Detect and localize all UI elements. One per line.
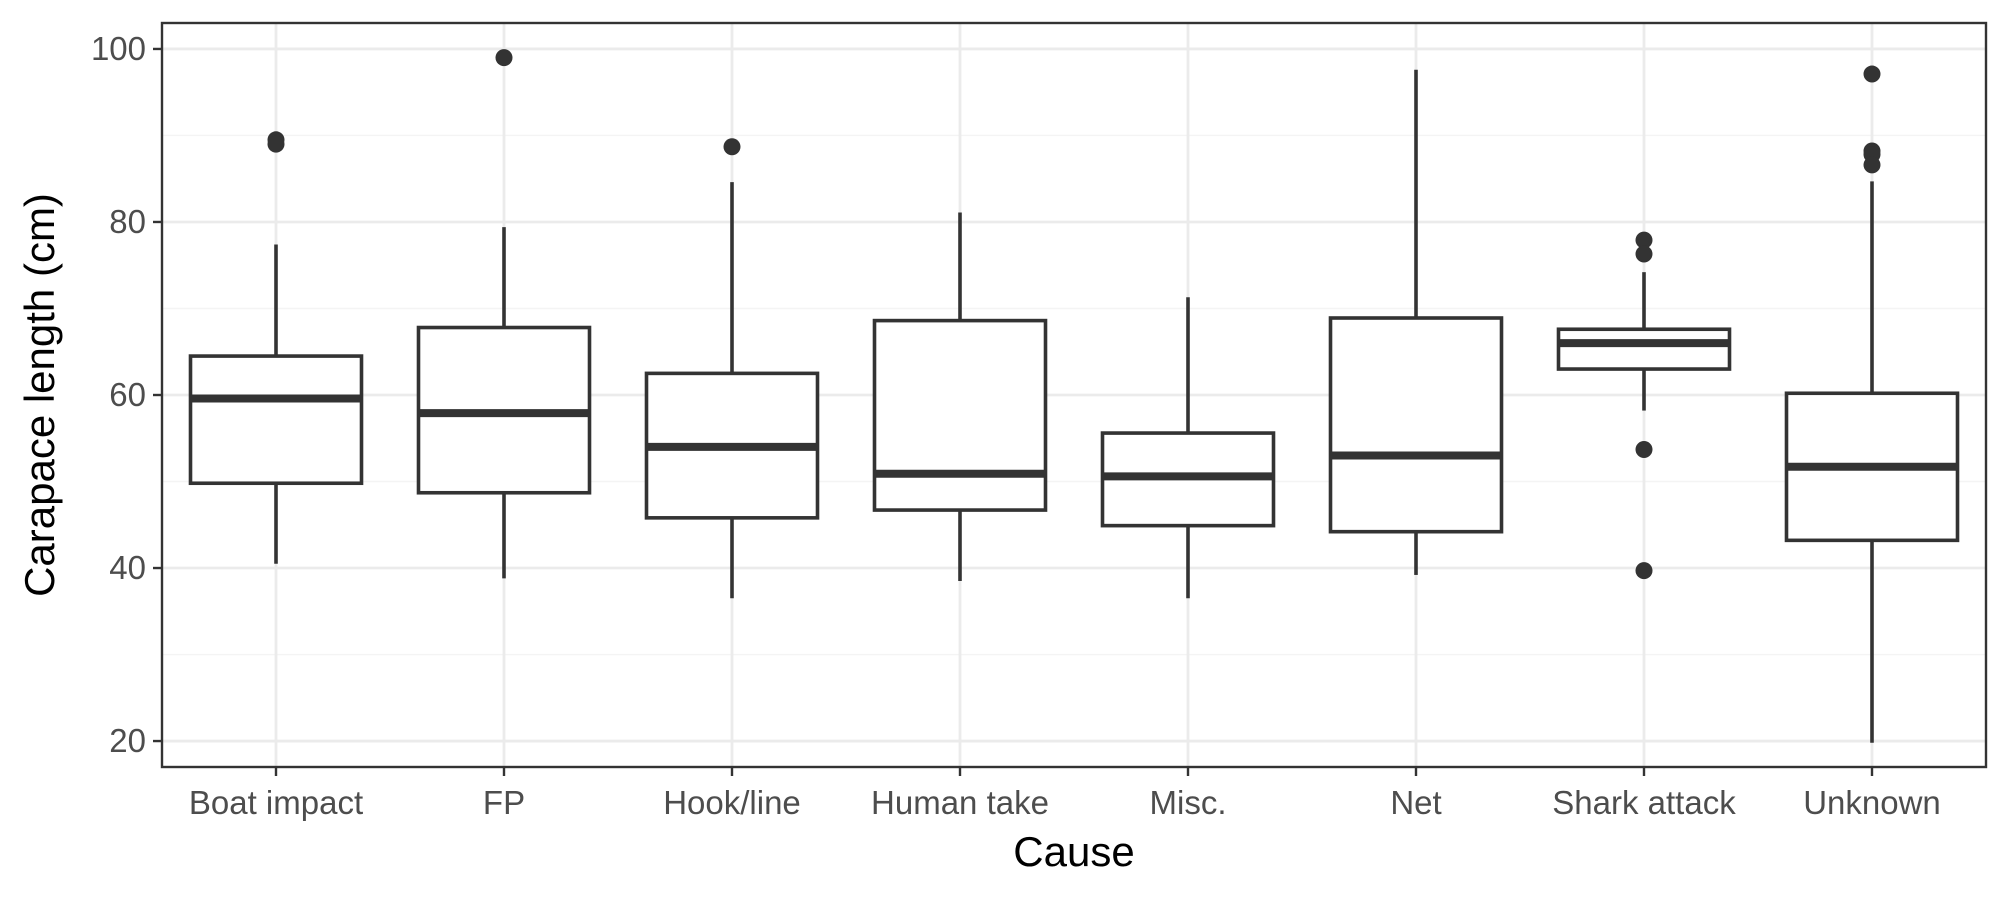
outlier-point: [723, 138, 741, 156]
x-tick-label: Human take: [871, 784, 1049, 821]
x-tick-label: Net: [1390, 784, 1441, 821]
outlier-point: [1635, 231, 1653, 249]
box-iqr: [872, 318, 1048, 512]
outlier-point: [1635, 245, 1653, 263]
box-boat-impact: [188, 131, 364, 564]
outlier-point: [495, 49, 513, 67]
x-tick-label: Unknown: [1803, 784, 1941, 821]
x-tick-label: Boat impact: [189, 784, 363, 821]
x-tick-label: FP: [483, 784, 525, 821]
x-tick-label: Hook/line: [663, 784, 801, 821]
outlier-point: [1635, 562, 1653, 580]
y-axis-title: Carapace length (cm): [16, 193, 63, 597]
x-axis: Boat impact FP Hook/line Human take Misc. Net…: [189, 767, 1941, 821]
x-axis-title: Cause: [1013, 828, 1134, 875]
y-tick-label: 60: [109, 376, 146, 413]
box-human-take: [872, 212, 1048, 581]
y-tick-label: 100: [91, 30, 146, 67]
y-tick-label: 80: [109, 203, 146, 240]
y-tick-label: 20: [109, 722, 146, 759]
x-tick-label: Shark attack: [1552, 784, 1736, 821]
box-fp: [416, 49, 592, 579]
outlier-point: [1635, 441, 1653, 459]
box-iqr: [1328, 316, 1504, 534]
box-shark-attack: [1556, 231, 1732, 580]
box-iqr: [1556, 327, 1732, 371]
y-tick-label: 40: [109, 549, 146, 586]
box-hook-line: [644, 138, 820, 599]
box-net: [1328, 69, 1504, 575]
outlier-point: [1863, 156, 1881, 174]
box-series: [188, 49, 1960, 743]
outlier-point: [1863, 65, 1881, 83]
x-tick-label: Misc.: [1150, 784, 1227, 821]
outlier-point: [267, 135, 285, 153]
box-iqr: [188, 354, 364, 486]
box-misc: [1100, 297, 1276, 599]
y-axis: 20 40 60 80 100: [91, 30, 162, 759]
box-unknown: [1784, 65, 1960, 743]
